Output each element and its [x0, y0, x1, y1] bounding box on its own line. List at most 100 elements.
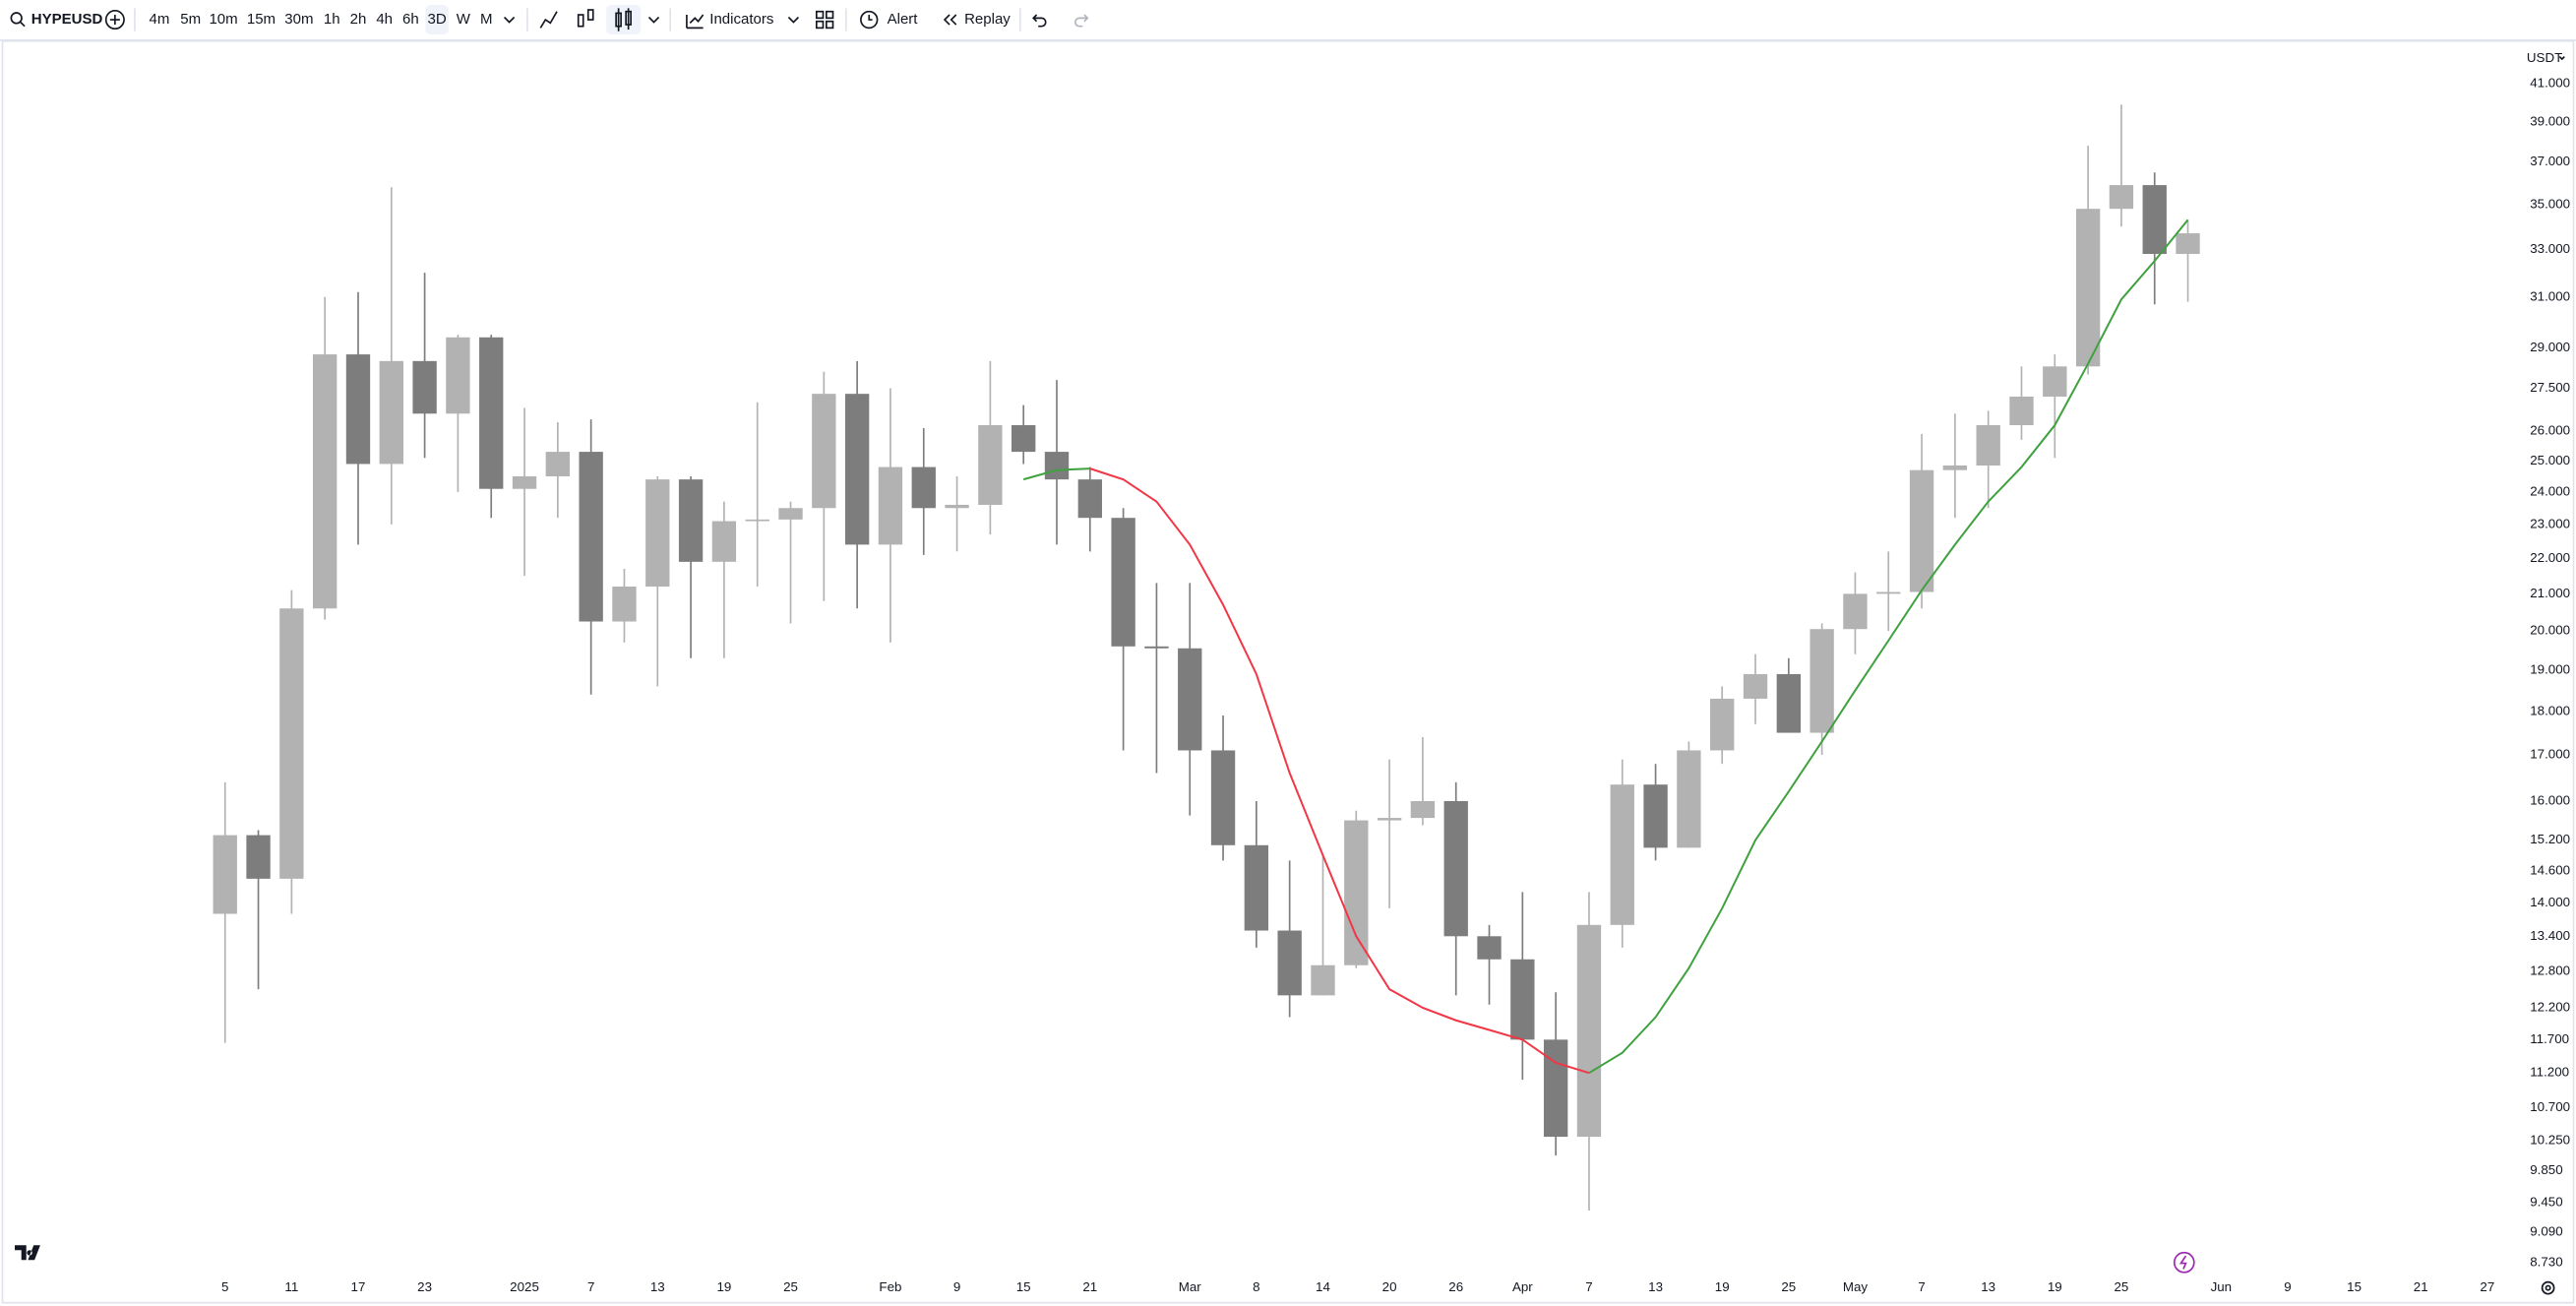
- candle-body: [512, 475, 537, 489]
- x-tick-label: 25: [2115, 1279, 2129, 1294]
- candle-body: [1012, 425, 1036, 453]
- candle-style-button[interactable]: [615, 8, 632, 31]
- candle-body: [678, 479, 704, 562]
- interval-button[interactable]: 4h: [376, 11, 393, 28]
- candle-body: [1410, 800, 1436, 819]
- replay-button[interactable]: Replay: [964, 11, 1011, 28]
- candle-body: [978, 425, 1003, 505]
- candle-body: [1843, 593, 1868, 630]
- candle-body: [778, 508, 803, 520]
- candle-body: [1677, 750, 1701, 848]
- templates-button[interactable]: [815, 10, 834, 30]
- x-tick-label: 25: [783, 1279, 798, 1294]
- candle-body: [1144, 646, 1169, 649]
- x-tick-label: 8: [1253, 1279, 1259, 1294]
- interval-button[interactable]: 1h: [324, 11, 340, 28]
- x-tick-label: Feb: [879, 1279, 901, 1294]
- alert-icon[interactable]: [860, 10, 879, 30]
- candle-body: [1909, 469, 1934, 592]
- interval-button[interactable]: M: [480, 11, 493, 28]
- x-tick-label: May: [1843, 1279, 1869, 1294]
- line-style-button[interactable]: [539, 11, 558, 29]
- y-tick-label: 15.200: [2530, 832, 2570, 846]
- alert-button[interactable]: Alert: [888, 11, 919, 28]
- y-tick-label: 9.850: [2530, 1162, 2562, 1177]
- interval-button[interactable]: 3D: [428, 11, 447, 28]
- bar-style-button[interactable]: [577, 9, 594, 28]
- search-icon[interactable]: [10, 12, 26, 28]
- magic-button[interactable]: [2173, 1251, 2195, 1274]
- candle-body: [1244, 844, 1269, 931]
- plot-area: 41.000 39.000 37.000 35.000 33.000 31.000 29.0…: [213, 76, 2570, 1294]
- x-tick-label: 19: [2048, 1279, 2062, 1294]
- indicators-button[interactable]: Indicators: [709, 11, 773, 28]
- interval-button[interactable]: 2h: [350, 11, 367, 28]
- y-tick-label: 12.200: [2530, 999, 2570, 1014]
- interval-button[interactable]: 4m: [150, 11, 170, 28]
- candle-body: [1477, 936, 1502, 960]
- candle-body: [1876, 591, 1901, 594]
- candle-body: [1543, 1039, 1568, 1138]
- y-tick-label: 13.400: [2530, 928, 2570, 943]
- indicators-icon[interactable]: [686, 14, 705, 30]
- candle-body: [911, 466, 936, 509]
- candle-body: [1111, 518, 1135, 647]
- x-tick-label: 9: [953, 1279, 960, 1294]
- x-tick-label: 21: [2414, 1279, 2428, 1294]
- moving-average-line: [1022, 467, 1090, 481]
- candle-body: [313, 354, 337, 609]
- candle-body: [1743, 673, 1768, 699]
- candle-body: [745, 519, 769, 522]
- y-tick-label: 17.000: [2530, 747, 2570, 762]
- x-tick-label: 19: [1715, 1279, 1730, 1294]
- x-tick-label: 7: [587, 1279, 594, 1294]
- candle-body: [1210, 750, 1236, 845]
- x-tick-label: 5: [221, 1279, 228, 1294]
- redo-button[interactable]: [1073, 14, 1089, 28]
- candle-body: [246, 835, 271, 879]
- candle-body: [1643, 784, 1668, 848]
- y-tick-label: 20.000: [2530, 623, 2570, 638]
- candle-body: [2142, 185, 2167, 255]
- candle-body: [1344, 820, 1369, 965]
- indicators-dropdown[interactable]: [787, 16, 800, 24]
- candle-body: [1610, 784, 1634, 925]
- candle-body: [844, 394, 870, 545]
- candle-body: [1277, 930, 1302, 996]
- interval-button[interactable]: 5m: [180, 11, 201, 28]
- currency-label[interactable]: USDT: [2527, 50, 2562, 65]
- candle-body: [545, 452, 571, 476]
- y-tick-label: 35.000: [2530, 196, 2570, 211]
- x-tick-label: Mar: [1179, 1279, 1202, 1294]
- candle-body: [711, 521, 737, 562]
- interval-button[interactable]: 30m: [284, 11, 313, 28]
- interval-button[interactable]: 15m: [247, 11, 276, 28]
- x-tick-label: 7: [1918, 1279, 1925, 1294]
- candle-body: [1710, 698, 1735, 751]
- settings-button[interactable]: [2541, 1280, 2555, 1295]
- style-dropdown[interactable]: [647, 16, 660, 24]
- x-tick-label: 15: [2347, 1279, 2361, 1294]
- replay-icon[interactable]: [943, 14, 957, 26]
- x-tick-label: 7: [1585, 1279, 1592, 1294]
- undo-button[interactable]: [1032, 14, 1047, 28]
- candle-body: [1377, 818, 1402, 821]
- x-tick-label: Apr: [1512, 1279, 1533, 1294]
- interval-button[interactable]: 6h: [402, 11, 419, 28]
- candle-body: [1776, 673, 1801, 733]
- interval-button[interactable]: W: [457, 11, 471, 28]
- x-tick-label: 20: [1382, 1279, 1397, 1294]
- compare-button[interactable]: [104, 10, 125, 31]
- y-tick-label: 10.700: [2530, 1099, 2570, 1114]
- symbol[interactable]: HYPEUSD: [31, 11, 103, 28]
- currency-dropdown[interactable]: [2558, 55, 2565, 61]
- x-tick-label: 15: [1016, 1279, 1031, 1294]
- interval-dropdown[interactable]: [503, 16, 516, 24]
- interval-button[interactable]: 10m: [209, 11, 237, 28]
- y-tick-label: 9.090: [2530, 1223, 2562, 1238]
- y-tick-label: 31.000: [2530, 288, 2570, 303]
- candle-body: [579, 452, 603, 622]
- y-tick-label: 33.000: [2530, 241, 2570, 256]
